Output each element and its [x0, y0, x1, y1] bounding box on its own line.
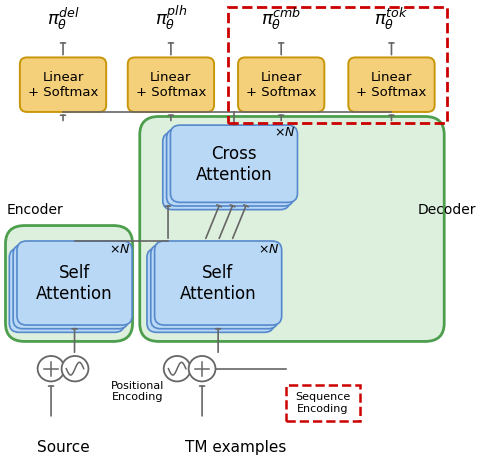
FancyBboxPatch shape	[128, 57, 214, 112]
Circle shape	[189, 356, 216, 382]
FancyBboxPatch shape	[17, 241, 132, 325]
Text: Linear
+ Softmax: Linear + Softmax	[136, 71, 206, 98]
Text: TM examples: TM examples	[185, 440, 286, 455]
Text: $\times N$: $\times N$	[109, 243, 130, 256]
FancyBboxPatch shape	[9, 248, 124, 333]
Text: Sequence
Encoding: Sequence Encoding	[295, 392, 350, 414]
Text: Encoder: Encoder	[6, 202, 63, 217]
Text: Decoder: Decoder	[418, 202, 476, 217]
FancyBboxPatch shape	[20, 57, 106, 112]
FancyBboxPatch shape	[155, 241, 282, 325]
Text: $\pi_\theta^{del}$: $\pi_\theta^{del}$	[47, 5, 79, 32]
FancyBboxPatch shape	[13, 245, 128, 329]
Text: Linear
+ Softmax: Linear + Softmax	[28, 71, 98, 98]
Text: Linear
+ Softmax: Linear + Softmax	[246, 71, 317, 98]
FancyBboxPatch shape	[163, 132, 290, 210]
Text: Self
Attention: Self Attention	[36, 264, 113, 303]
Bar	[286, 385, 360, 421]
Text: $\times N$: $\times N$	[274, 126, 295, 139]
Text: $\pi_\theta^{cmb}$: $\pi_\theta^{cmb}$	[261, 5, 301, 32]
FancyBboxPatch shape	[348, 57, 435, 112]
Text: Positional
Encoding: Positional Encoding	[111, 381, 164, 402]
Circle shape	[62, 356, 88, 382]
FancyBboxPatch shape	[238, 57, 324, 112]
FancyBboxPatch shape	[147, 248, 274, 333]
Bar	[228, 7, 446, 123]
Text: $\times N$: $\times N$	[258, 243, 280, 256]
FancyBboxPatch shape	[5, 225, 133, 341]
FancyBboxPatch shape	[167, 129, 294, 206]
Text: Linear
+ Softmax: Linear + Softmax	[356, 71, 427, 98]
FancyBboxPatch shape	[171, 125, 297, 202]
Circle shape	[38, 356, 65, 382]
Text: Self
Attention: Self Attention	[180, 264, 256, 303]
Circle shape	[164, 356, 191, 382]
FancyBboxPatch shape	[140, 116, 444, 341]
Text: Source: Source	[37, 440, 89, 455]
Text: $\pi_\theta^{plh}$: $\pi_\theta^{plh}$	[155, 4, 187, 33]
FancyBboxPatch shape	[151, 245, 278, 329]
Text: Cross
Attention: Cross Attention	[196, 145, 272, 184]
Text: $\pi_\theta^{tok}$: $\pi_\theta^{tok}$	[374, 5, 409, 32]
